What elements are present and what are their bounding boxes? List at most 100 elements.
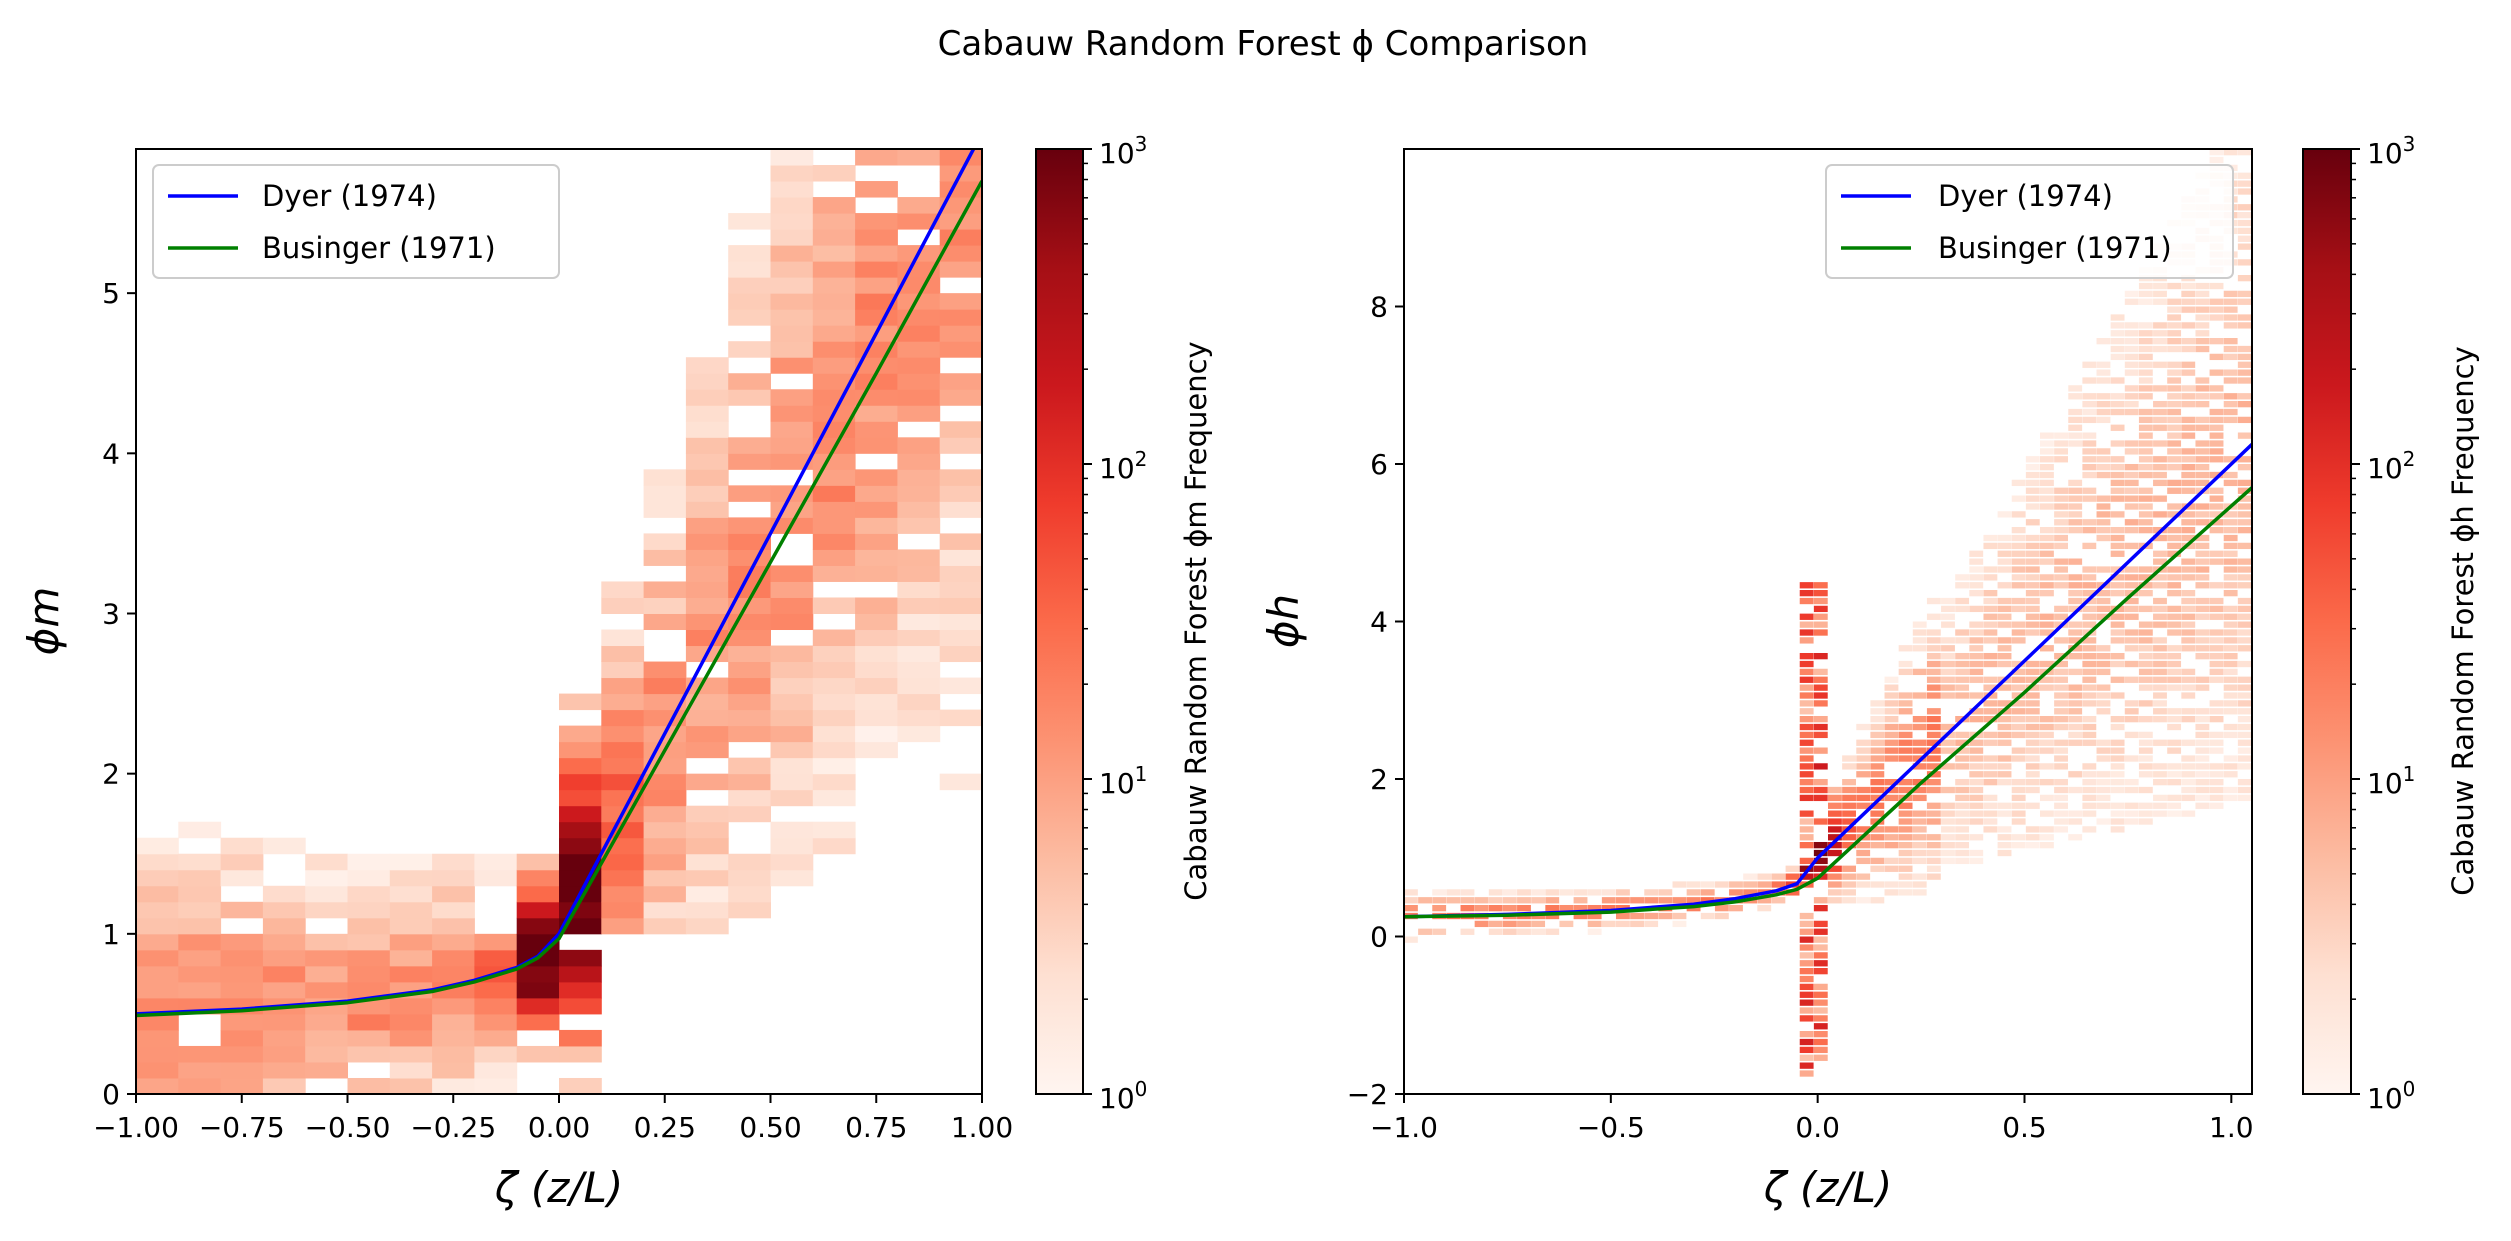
heat-cell <box>2040 763 2054 770</box>
heat-cell <box>1926 786 1941 794</box>
heat-cell <box>1955 676 1970 683</box>
heat-cell <box>812 245 856 262</box>
heat-cell <box>2082 723 2097 731</box>
heat-cell <box>1912 857 1927 865</box>
heat-cell <box>2167 668 2182 676</box>
heat-cell <box>1828 810 1842 817</box>
heat-cell <box>2068 786 2083 794</box>
heat-cell <box>1799 983 1814 991</box>
heat-cell <box>812 709 856 727</box>
heat-cell <box>1969 582 1984 589</box>
heat-cell <box>2054 684 2068 691</box>
heat-cell <box>2096 747 2111 754</box>
heat-cell <box>2237 275 2252 282</box>
heat-cell <box>2195 597 2210 605</box>
heat-cell <box>2082 448 2097 455</box>
heat-cell <box>2096 534 2111 542</box>
heat-cell <box>2195 794 2210 802</box>
heat-cell <box>770 325 814 342</box>
heat-cell <box>643 789 687 807</box>
heat-cell <box>2167 456 2182 463</box>
heat-cell <box>2195 739 2210 746</box>
heat-cell <box>2195 747 2210 754</box>
heat-cell <box>855 597 898 614</box>
heat-cell <box>2124 613 2139 620</box>
heat-cell <box>1573 889 1588 896</box>
heat-cell <box>1856 849 1871 857</box>
heat-cell <box>2153 708 2167 715</box>
heat-cell <box>812 197 856 214</box>
heat-cell <box>220 1077 264 1094</box>
heat-cell <box>2054 723 2068 731</box>
heat-cell <box>685 725 729 743</box>
heat-cell <box>2195 558 2210 565</box>
heat-cell <box>812 821 856 839</box>
heat-cell <box>1460 897 1475 904</box>
heat-cell <box>2110 590 2125 597</box>
heat-cell <box>1870 739 1885 746</box>
heat-cell <box>2181 298 2196 305</box>
heat-cell <box>685 917 729 935</box>
heat-cell <box>2040 440 2054 447</box>
heat-cell <box>220 965 264 983</box>
heat-cell <box>939 677 982 695</box>
heat-cell <box>2011 621 2026 628</box>
heat-cell <box>2096 448 2111 455</box>
heat-cell <box>1488 928 1503 935</box>
heat-cell <box>2223 338 2238 345</box>
heat-cell <box>1729 889 1743 896</box>
heat-cell <box>1856 723 1871 731</box>
heat-cell <box>2153 763 2167 770</box>
y-tick-label: 8 <box>1370 291 1388 324</box>
heat-cell <box>1799 692 1814 699</box>
heat-cell <box>2237 700 2252 707</box>
heat-cell <box>643 661 687 679</box>
heat-cell <box>2054 495 2068 502</box>
heat-cell <box>2082 763 2097 770</box>
heat-cell <box>601 709 645 727</box>
heat-cell <box>939 533 982 550</box>
heat-cell <box>2167 448 2182 455</box>
heat-cell <box>2167 393 2182 400</box>
heat-cell <box>347 965 391 983</box>
heat-cell <box>2068 416 2083 424</box>
heat-cell <box>2011 550 2026 557</box>
heat-cell <box>897 469 941 486</box>
heat-cell <box>2110 345 2125 353</box>
heat-cell <box>2223 590 2238 597</box>
heat-cell <box>2082 456 2097 463</box>
heat-cell <box>2110 464 2125 471</box>
heat-cell <box>2153 621 2167 628</box>
heat-cell <box>601 693 645 711</box>
heat-cell <box>728 853 771 871</box>
heat-cell <box>2209 747 2224 754</box>
heat-cell <box>2011 708 2026 715</box>
heat-cell <box>1856 826 1871 833</box>
legend-label-businger-right: Businger (1971) <box>1938 231 2172 265</box>
heat-cell <box>897 197 941 214</box>
heat-cell <box>1813 731 1828 739</box>
heat-cell <box>1488 889 1503 896</box>
heat-cell <box>728 885 771 903</box>
heat-cell <box>2237 464 2252 471</box>
heat-cell <box>2124 298 2139 305</box>
heat-cell <box>1813 605 1828 613</box>
heat-cell <box>2138 771 2153 778</box>
heat-cell <box>389 949 433 967</box>
heat-cell <box>897 437 941 454</box>
heat-cell <box>1912 810 1927 817</box>
heat-cell <box>939 485 982 502</box>
heat-cell <box>1616 889 1630 896</box>
heat-cell <box>2124 330 2139 337</box>
heat-cell <box>2082 621 2097 628</box>
heat-cell <box>2181 424 2196 431</box>
heat-cell <box>1531 928 1546 935</box>
heat-cell <box>2237 456 2252 463</box>
heat-cell <box>1969 676 1984 683</box>
heat-cell <box>2110 723 2125 731</box>
heat-cell <box>389 997 433 1015</box>
heat-cell <box>2138 330 2153 337</box>
heat-cell <box>2096 645 2111 652</box>
heat-cell <box>1926 708 1941 715</box>
heat-cell <box>1813 684 1828 691</box>
